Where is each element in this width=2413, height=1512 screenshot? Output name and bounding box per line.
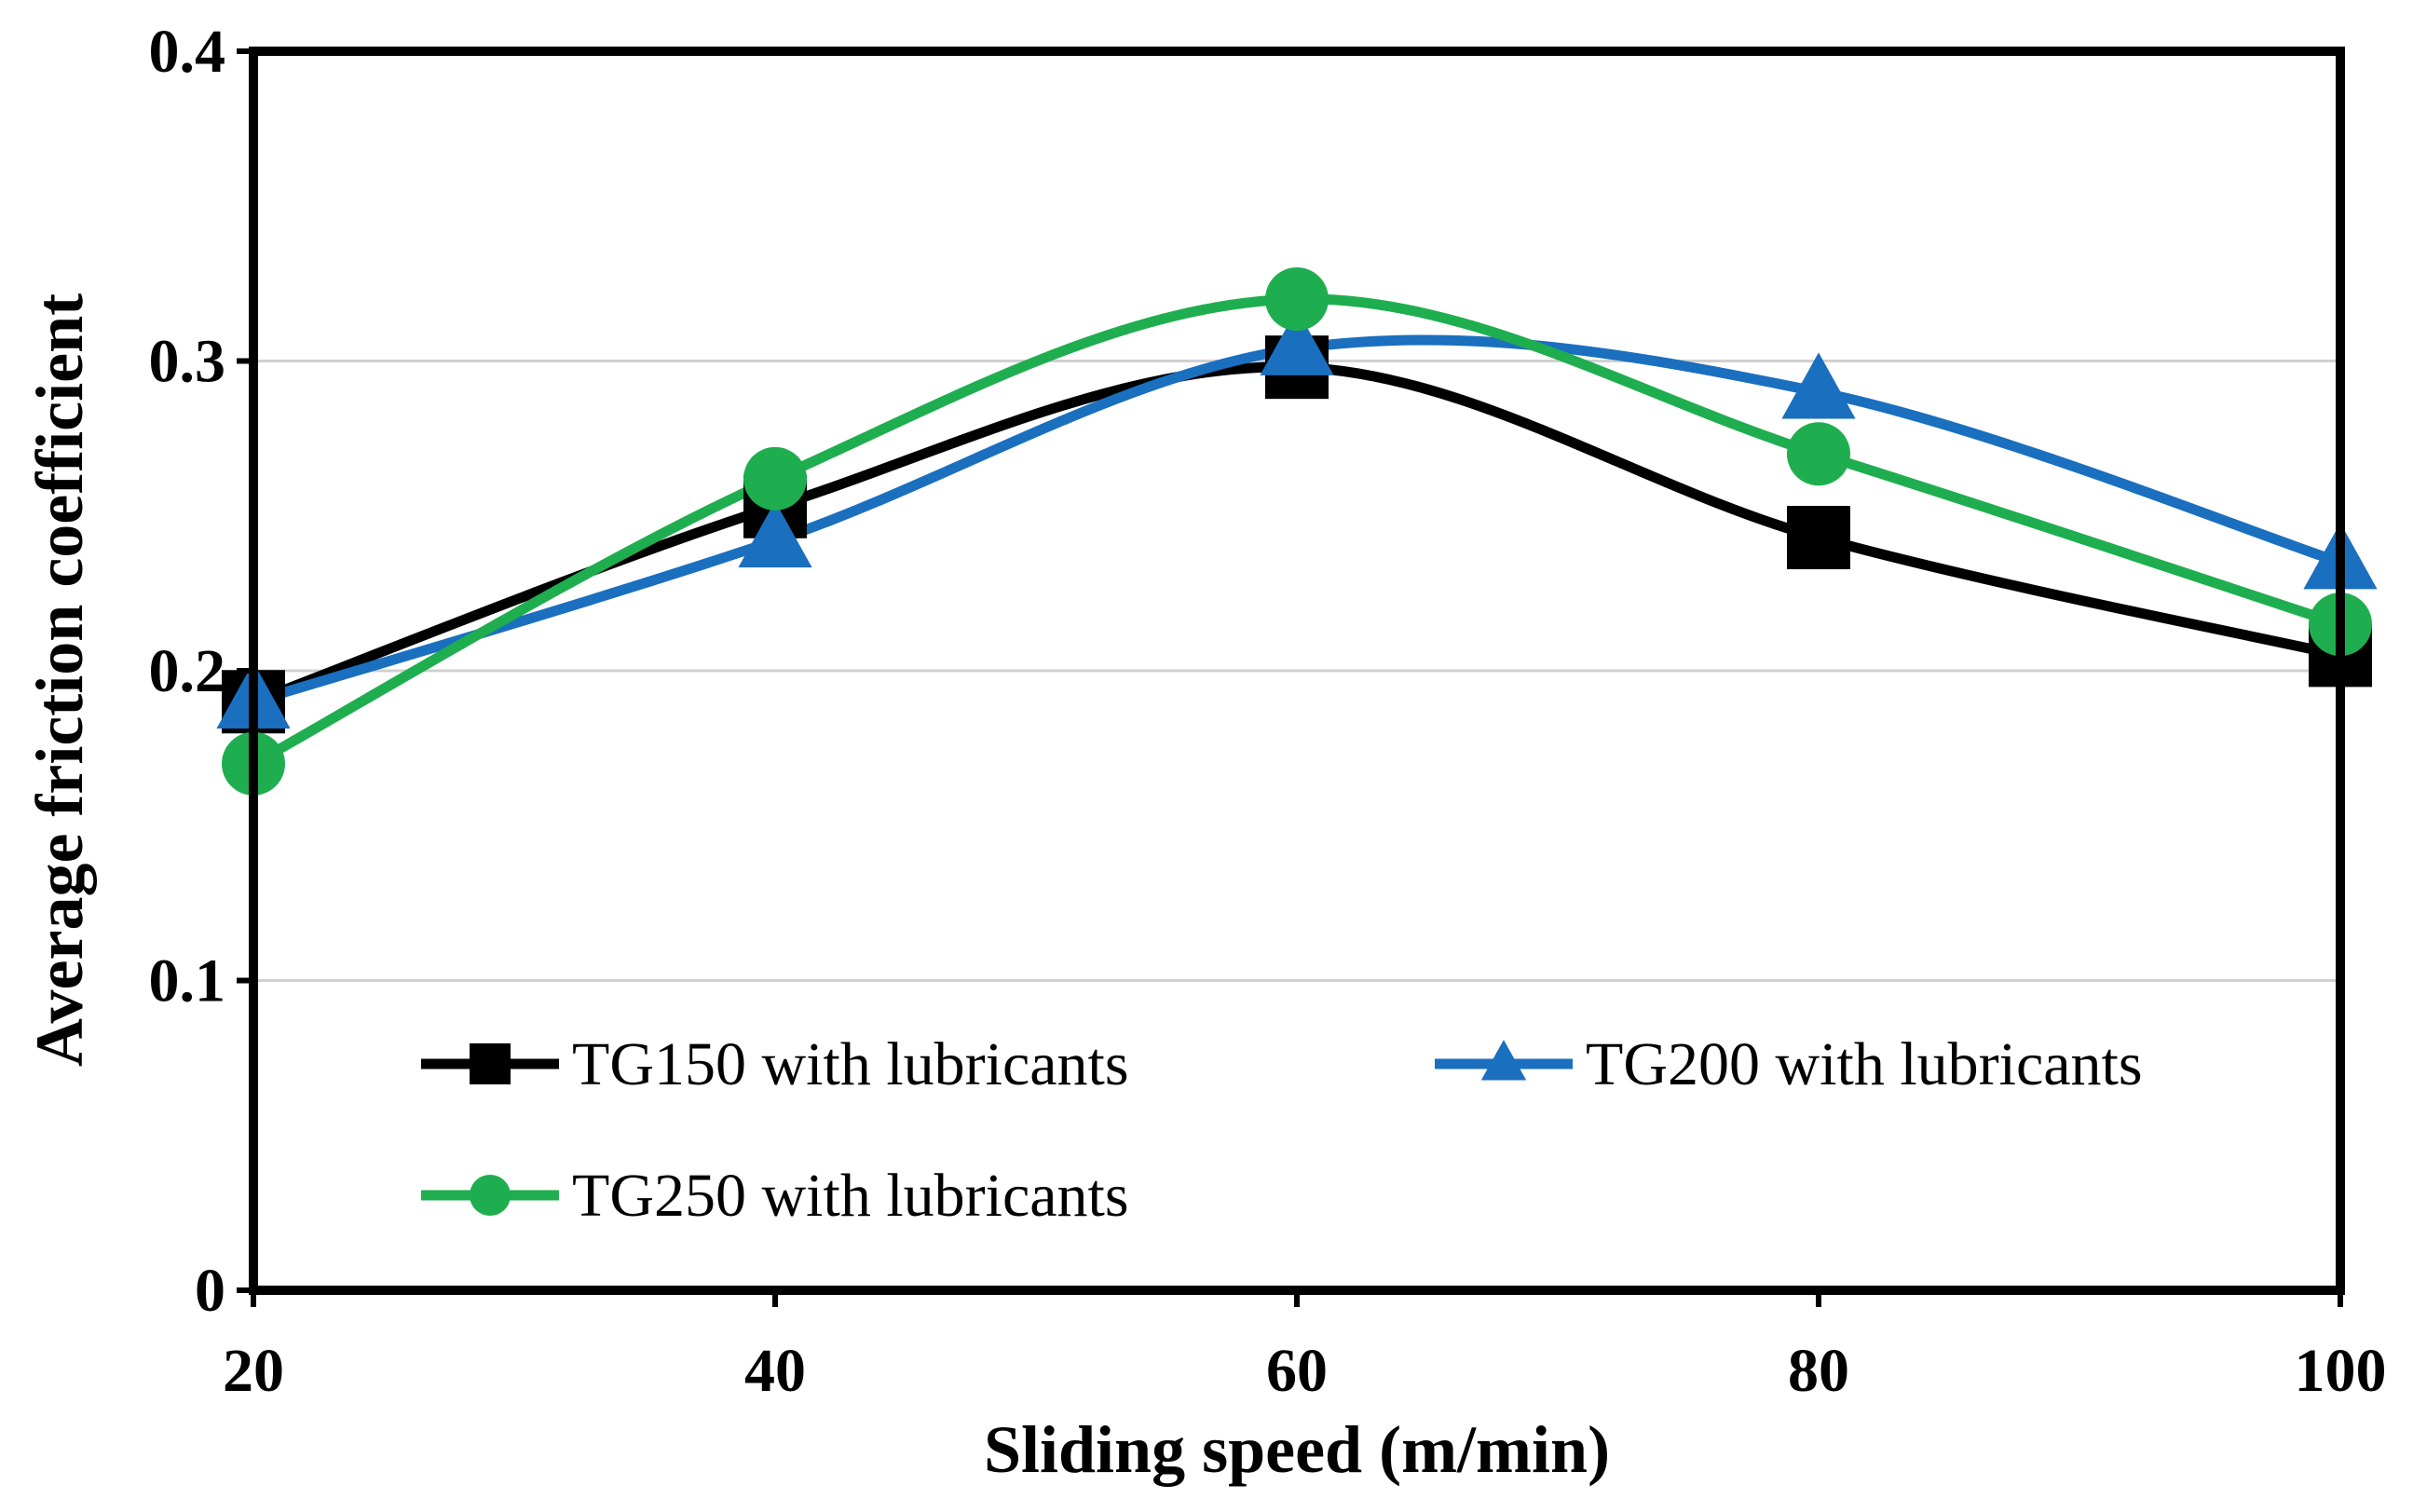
legend-marker-square [470, 1043, 511, 1084]
x-tick-label: 40 [744, 1337, 806, 1405]
data-point-triangle [1260, 308, 1334, 375]
y-tick-label: 0.2 [149, 637, 226, 705]
data-point-circle [743, 446, 807, 511]
data-markers [216, 267, 2378, 796]
y-tick-label: 0.3 [149, 328, 226, 396]
legend-label: TG250 with lubricants [572, 1162, 1129, 1230]
legend-item: TG150 with lubricants [421, 1030, 1129, 1098]
legend: TG150 with lubricants TG200 with lubrican… [421, 1030, 2143, 1230]
data-point-triangle [1781, 352, 1856, 419]
x-axis-title: Sliding speed (m/min) [984, 1412, 1610, 1487]
x-axis-ticks: 20 40 60 80 100 [223, 1290, 2387, 1405]
legend-item: TG250 with lubricants [421, 1162, 1129, 1230]
data-point-circle [1787, 422, 1850, 486]
data-point-triangle [738, 500, 812, 568]
y-tick-label: 0.1 [149, 947, 226, 1015]
y-tick-label: 0 [195, 1257, 225, 1325]
legend-marker-triangle [1480, 1040, 1527, 1081]
y-axis-ticks: 0 0.1 0.2 0.3 0.4 [149, 18, 253, 1325]
x-tick-label: 100 [2295, 1337, 2387, 1405]
legend-label: TG200 with lubricants [1586, 1030, 2143, 1098]
data-point-square [1787, 506, 1850, 570]
legend-label: TG150 with lubricants [572, 1030, 1129, 1098]
x-tick-label: 80 [1788, 1337, 1849, 1405]
legend-item: TG200 with lubricants [1435, 1030, 2143, 1098]
y-tick-label: 0.4 [149, 18, 226, 86]
y-axis-title: Average friction coefficient [22, 293, 97, 1067]
x-tick-label: 60 [1266, 1337, 1328, 1405]
data-point-circle [1265, 267, 1329, 331]
x-tick-label: 20 [223, 1337, 284, 1405]
series-line-1 [248, 361, 2346, 707]
legend-marker-circle [470, 1175, 511, 1216]
